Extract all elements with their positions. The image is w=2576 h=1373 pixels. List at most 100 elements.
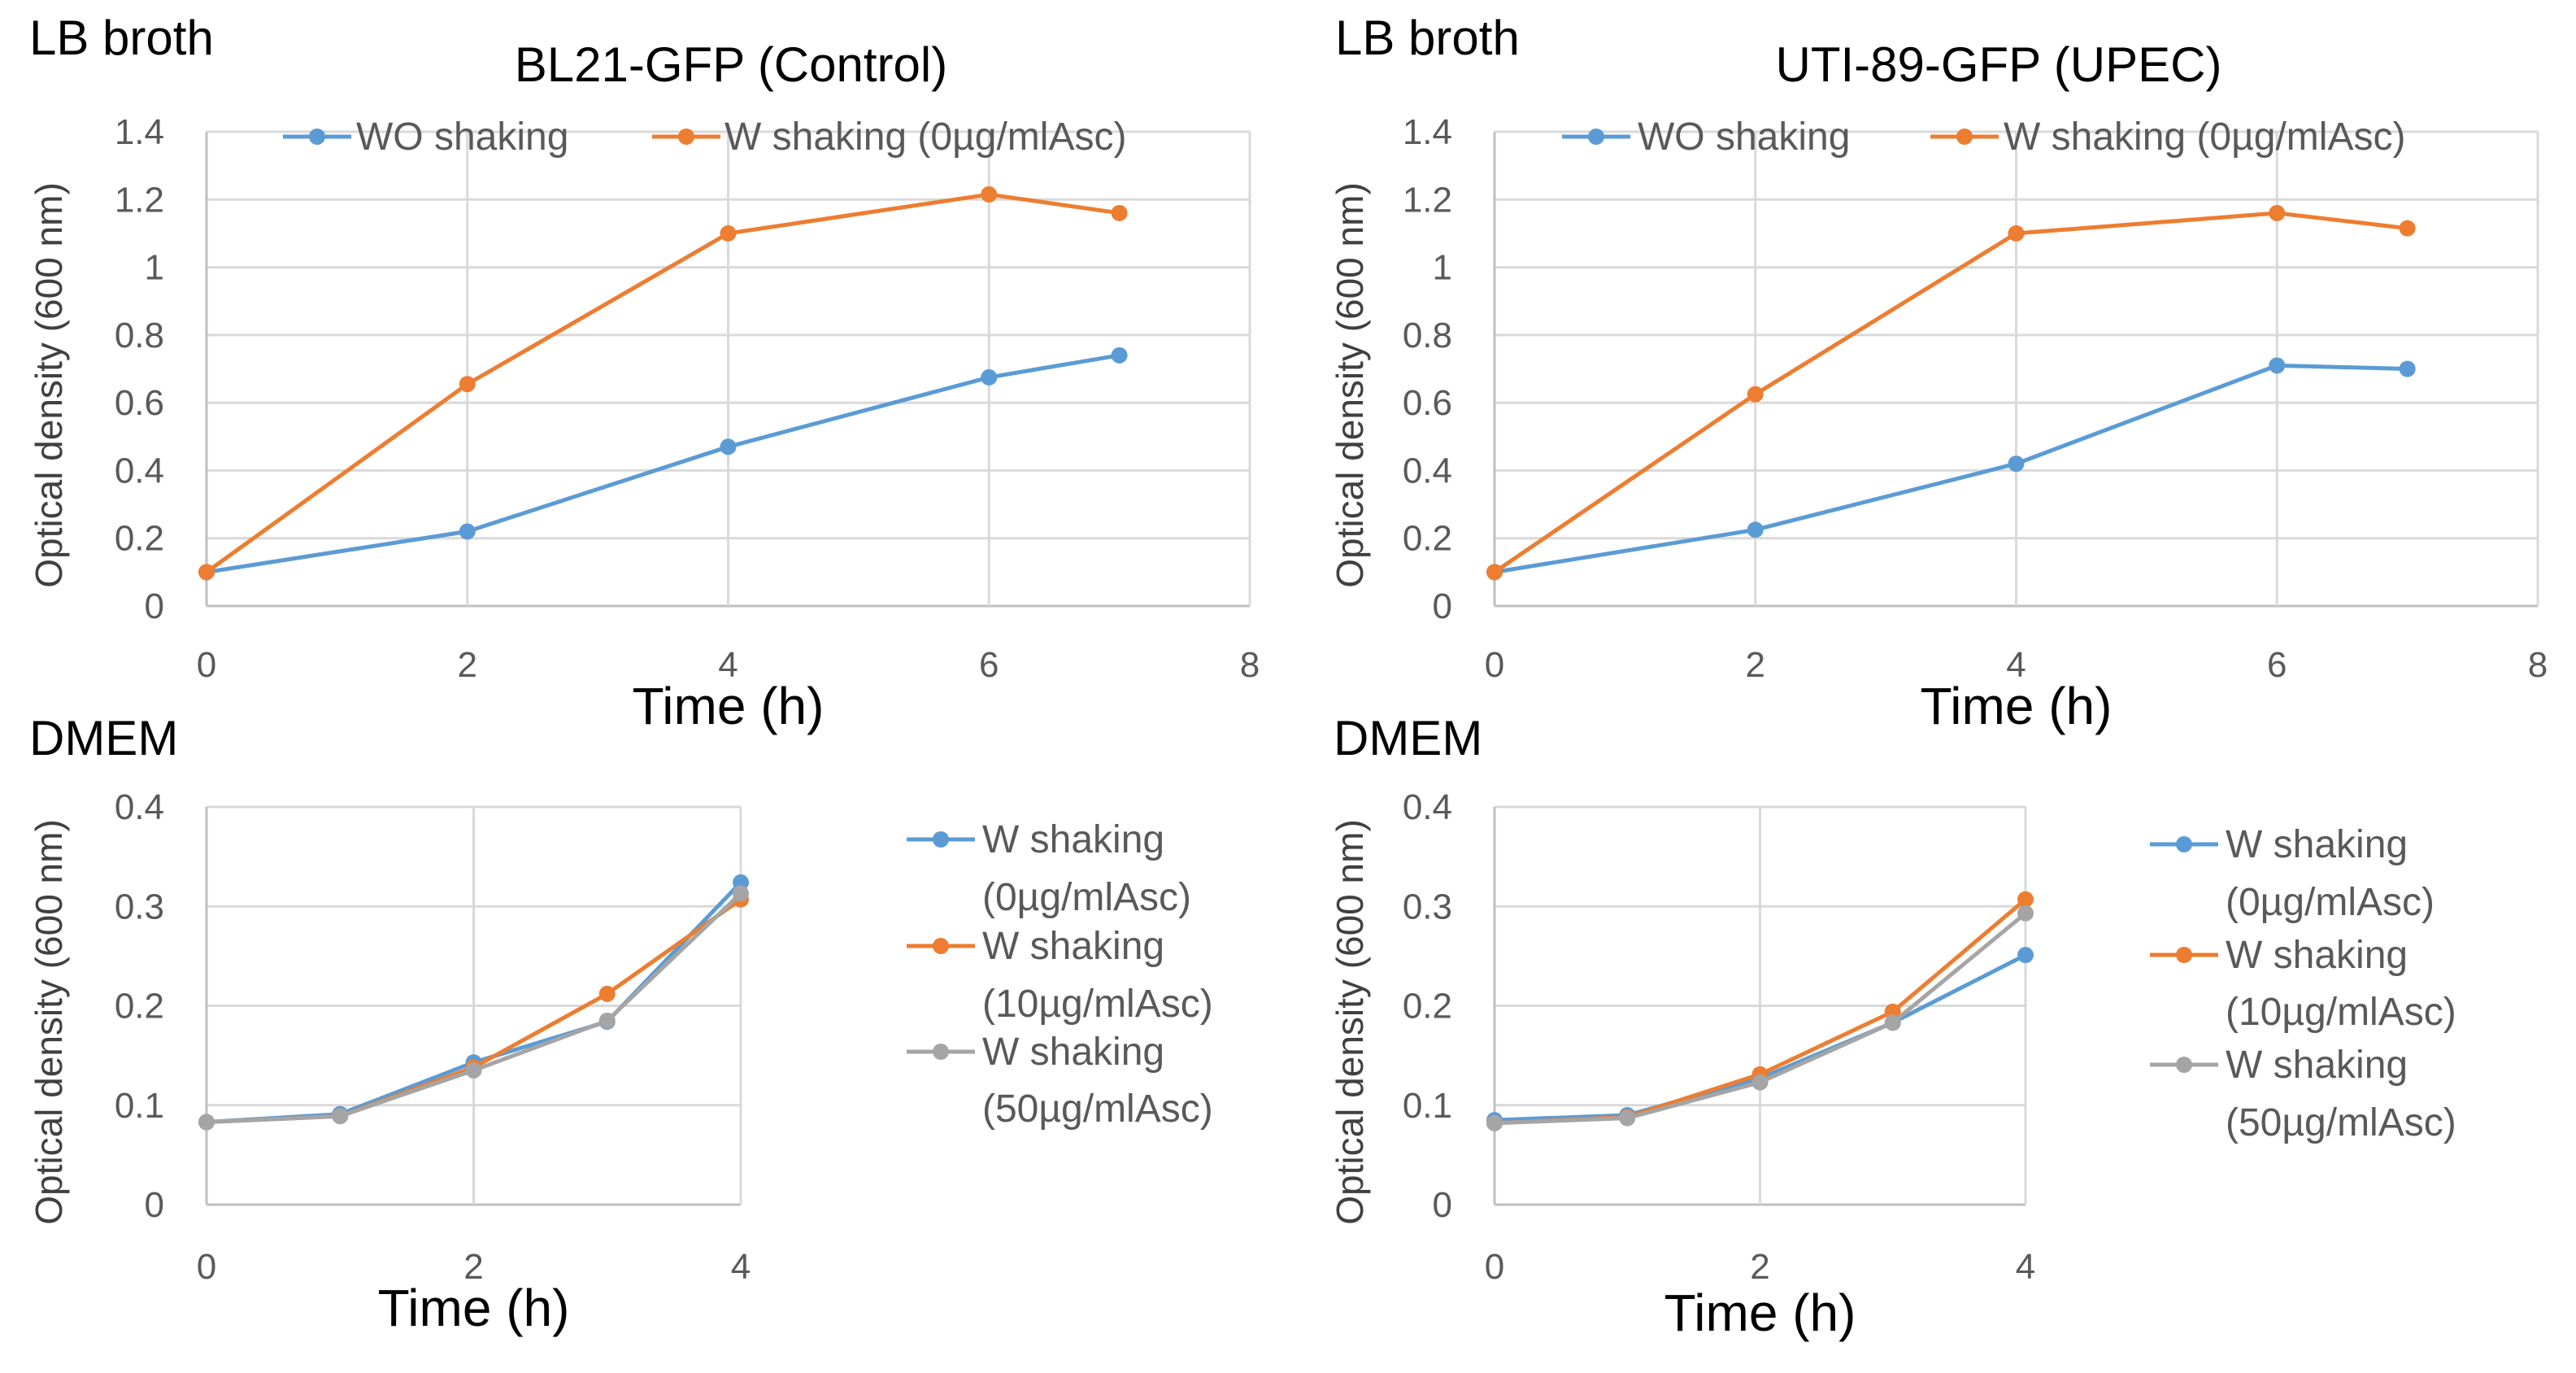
x-tick-label: 0 (197, 645, 216, 685)
legend-label-line2: (50µg/mlAsc) (982, 1088, 1213, 1131)
x-tick-label: 4 (718, 645, 738, 685)
chart-title: BL21-GFP (Control) (515, 37, 947, 92)
y-axis-label: Optical density (600 nm) (1329, 819, 1371, 1225)
chart-title: UTI-89-GFP (UPEC) (1776, 37, 2222, 92)
y-tick-label: 0.8 (1403, 316, 1452, 355)
data-point-blue (1747, 521, 1764, 538)
legend-label-line1: W shaking (2226, 823, 2408, 866)
corner-label: LB broth (29, 11, 214, 65)
chart-panel-4: DMEM 0 0.1 0.2 0.3 0.4 0 2 4 Time (h) Optical dens… (1329, 711, 2456, 1342)
y-tick-label: 0.1 (115, 1086, 164, 1126)
data-point-gray (1884, 1014, 1901, 1031)
data-point-orange (459, 376, 476, 393)
data-point-orange (1747, 386, 1764, 403)
x-axis-label: Time (h) (1664, 1284, 1856, 1342)
legend-label-line1: W shaking (982, 818, 1164, 861)
legend-marker-icon (1956, 129, 1973, 145)
x-tick-label: 8 (1240, 645, 1260, 685)
y-axis-label: Optical density (600 nm) (28, 819, 70, 1225)
y-tick-label: 0.4 (1403, 787, 1452, 827)
y-tick-label: 1 (145, 248, 164, 288)
x-tick-label: 2 (463, 1247, 483, 1287)
y-tick-label: 0.2 (1403, 519, 1452, 559)
series-line-orange (205, 192, 1120, 574)
x-tick-label: 0 (1485, 645, 1504, 685)
y-tick-label: 0.1 (1403, 1086, 1452, 1126)
x-tick-label: 4 (2016, 1247, 2035, 1287)
legend-marker-icon (2176, 836, 2192, 852)
legend-marker-icon (933, 1044, 949, 1060)
corner-label: DMEM (1334, 711, 1482, 765)
legend-label-line2: (10µg/mlAsc) (2226, 991, 2456, 1034)
legend-label-line1: W shaking (2226, 1044, 2408, 1087)
data-point-gray (1751, 1074, 1769, 1091)
y-tick-label: 1.2 (115, 180, 164, 220)
y-tick-label: 1.2 (1403, 180, 1452, 220)
x-axis-label: Time (h) (378, 1279, 570, 1337)
y-tick-label: 0.6 (1403, 383, 1452, 423)
data-point-orange (2008, 224, 2025, 242)
y-tick-label: 0.4 (1403, 451, 1452, 490)
y-tick-label: 0.6 (115, 383, 164, 423)
data-point-blue (981, 368, 998, 386)
data-point-blue (2017, 947, 2034, 964)
y-tick-label: 0.3 (115, 887, 164, 926)
legend-label: W shaking (0µg/mlAsc) (724, 116, 1126, 159)
data-point-orange (1111, 204, 1128, 221)
data-point-blue (459, 523, 476, 540)
y-tick-label: 0 (145, 1185, 164, 1225)
data-point-blue (1111, 347, 1128, 364)
data-point-gray (1486, 1114, 1503, 1131)
data-point-orange (598, 985, 616, 1002)
legend-label-line2: (10µg/mlAsc) (982, 983, 1213, 1026)
data-point-gray (332, 1108, 349, 1125)
legend-label: W shaking (0µg/mlAsc) (2004, 116, 2405, 159)
y-tick-label: 0.4 (115, 451, 164, 490)
data-point-gray (465, 1061, 482, 1079)
data-point-orange (2399, 220, 2416, 237)
chart-panel-1: LB broth BL21-GFP (Control) 0 0.2 0.4 0.6 0.8 1… (28, 11, 1260, 735)
legend-label-line1: W shaking (982, 925, 1164, 968)
corner-label: LB broth (1335, 11, 1520, 65)
data-point-orange (1486, 564, 1503, 581)
legend-label-line2: (50µg/mlAsc) (2226, 1101, 2456, 1144)
data-point-blue (2008, 455, 2025, 473)
data-point-gray (598, 1012, 616, 1029)
legend-marker-icon (933, 831, 949, 848)
data-point-orange (981, 186, 998, 203)
y-tick-label: 0.4 (115, 787, 164, 827)
legend-marker-icon (2176, 947, 2192, 963)
y-tick-label: 0.3 (1403, 887, 1452, 926)
data-point-gray (1619, 1109, 1636, 1127)
legend-label-line1: W shaking (982, 1031, 1164, 1074)
legend-marker-icon (678, 129, 694, 145)
x-tick-label: 4 (731, 1247, 751, 1287)
legend-marker-icon (309, 129, 325, 145)
legend-label: WO shaking (1638, 116, 1850, 159)
y-tick-label: 0 (1433, 1185, 1452, 1225)
y-tick-label: 1 (1433, 248, 1452, 288)
y-tick-label: 0.2 (115, 987, 164, 1026)
data-point-gray (733, 885, 749, 902)
data-point-gray (2017, 904, 2034, 922)
legend-marker-icon (933, 938, 949, 954)
series-line-blue (206, 353, 1120, 574)
data-point-blue (720, 438, 737, 455)
chart-panel-2: LB broth UTI-89-GFP (UPEC) 0 0.2 0.4 0.6 0.8 1 1… (1329, 11, 2548, 735)
x-tick-label: 0 (1485, 1247, 1504, 1287)
x-tick-label: 6 (2267, 645, 2287, 685)
data-point-orange (198, 564, 215, 581)
data-point-blue (2399, 360, 2416, 377)
chart-panel-3: DMEM 0 0.1 0.2 0.3 0.4 0 2 4 Time (h) Optical dens… (28, 711, 1213, 1337)
x-tick-label: 0 (197, 1247, 216, 1287)
series-line-blue (1494, 363, 2408, 574)
y-tick-label: 0.8 (115, 316, 164, 355)
y-tick-label: 0 (145, 586, 164, 626)
y-axis-label: Optical density (600 nm) (28, 182, 70, 588)
x-axis-label: Time (h) (1921, 677, 2113, 735)
x-tick-label: 2 (458, 645, 477, 685)
y-tick-label: 0.2 (1403, 987, 1452, 1026)
x-tick-label: 8 (2528, 645, 2548, 685)
data-point-orange (720, 224, 737, 242)
